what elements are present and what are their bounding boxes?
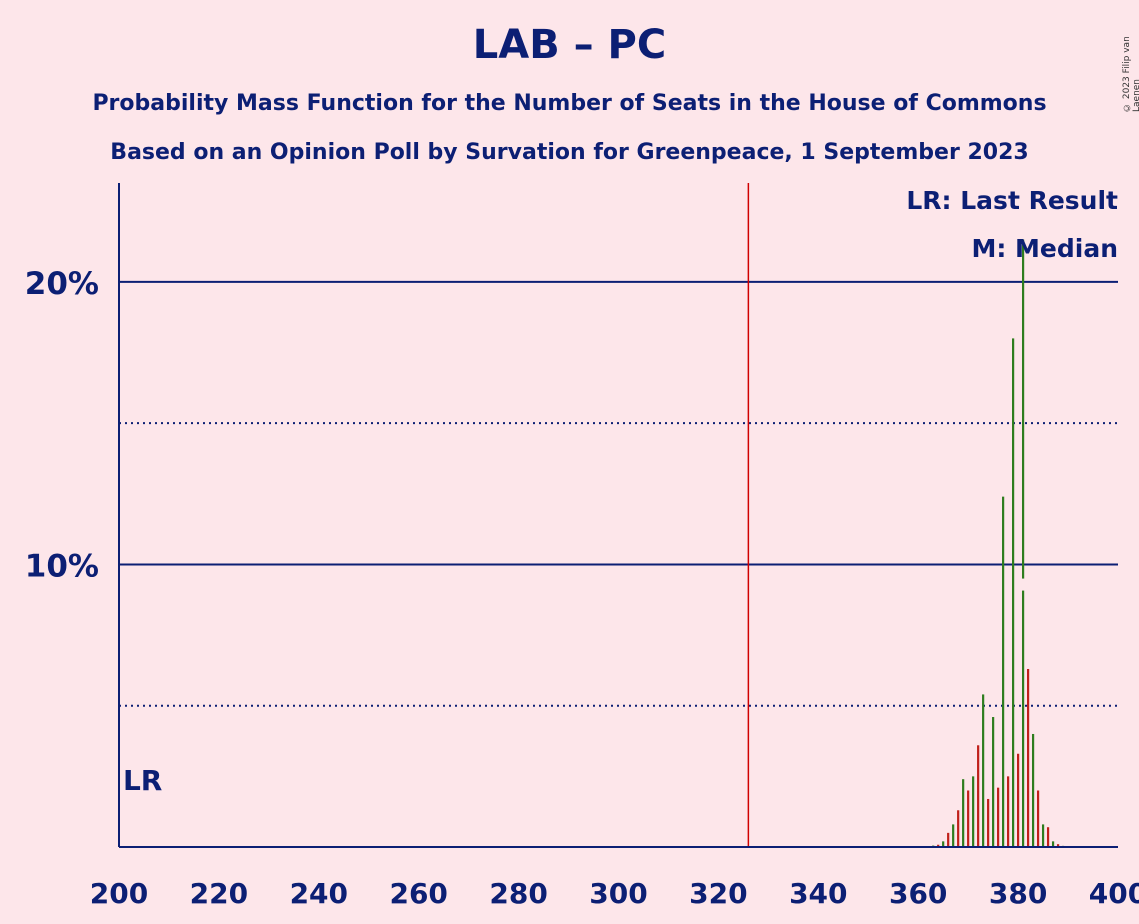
- bar: [982, 694, 985, 847]
- bar: [942, 841, 945, 847]
- bar: [972, 776, 975, 847]
- x-tick-label: 380: [989, 877, 1047, 910]
- x-tick-label: 200: [90, 877, 148, 910]
- bar: [987, 798, 990, 847]
- x-tick-label: 280: [489, 877, 547, 910]
- y-tick-label: 10%: [25, 548, 99, 584]
- legend-median: M: Median: [971, 234, 1118, 263]
- y-tick-label: 20%: [25, 266, 99, 302]
- legend-last-result: LR: Last Result: [906, 186, 1118, 215]
- bar: [1012, 338, 1015, 847]
- bar: [1036, 790, 1040, 847]
- x-tick-label: 320: [689, 877, 747, 910]
- bar: [1051, 841, 1055, 847]
- bar: [967, 790, 970, 847]
- x-tick-label: 400: [1089, 877, 1139, 910]
- x-tick-label: 260: [389, 877, 447, 910]
- bar: [1002, 496, 1005, 847]
- bar: [1046, 827, 1050, 847]
- chart-title: LAB – PC: [472, 22, 667, 68]
- last-result-label: LR: [123, 764, 162, 797]
- x-tick-label: 300: [589, 877, 647, 910]
- bar: [977, 745, 980, 847]
- x-tick-label: 220: [190, 877, 248, 910]
- axes: [118, 183, 1118, 848]
- bar: [1041, 824, 1045, 847]
- bar: [1031, 733, 1035, 847]
- bar: [962, 779, 965, 847]
- chart-source: Based on an Opinion Poll by Survation fo…: [110, 140, 1029, 165]
- bars: [927, 239, 1080, 848]
- gridlines: [119, 183, 1118, 847]
- bar: [1026, 668, 1030, 847]
- bar: [947, 832, 950, 847]
- chart-subtitle: Probability Mass Function for the Number…: [92, 91, 1047, 116]
- tick-labels: 200 220 240 260 280 300 320 340 360 380 400 10% 20% L…: [25, 266, 1139, 910]
- bar: [992, 717, 995, 847]
- x-tick-label: 360: [889, 877, 947, 910]
- bar: [1017, 753, 1020, 847]
- bar: [957, 810, 960, 847]
- bar: [1056, 844, 1060, 847]
- x-tick-label: 340: [789, 877, 847, 910]
- median-marker: [1020, 578, 1027, 591]
- bar: [1007, 776, 1010, 847]
- x-tick-label: 240: [290, 877, 348, 910]
- bar: [952, 824, 955, 847]
- bar: [997, 787, 1000, 847]
- bar: [937, 844, 940, 847]
- bar: [1021, 239, 1025, 848]
